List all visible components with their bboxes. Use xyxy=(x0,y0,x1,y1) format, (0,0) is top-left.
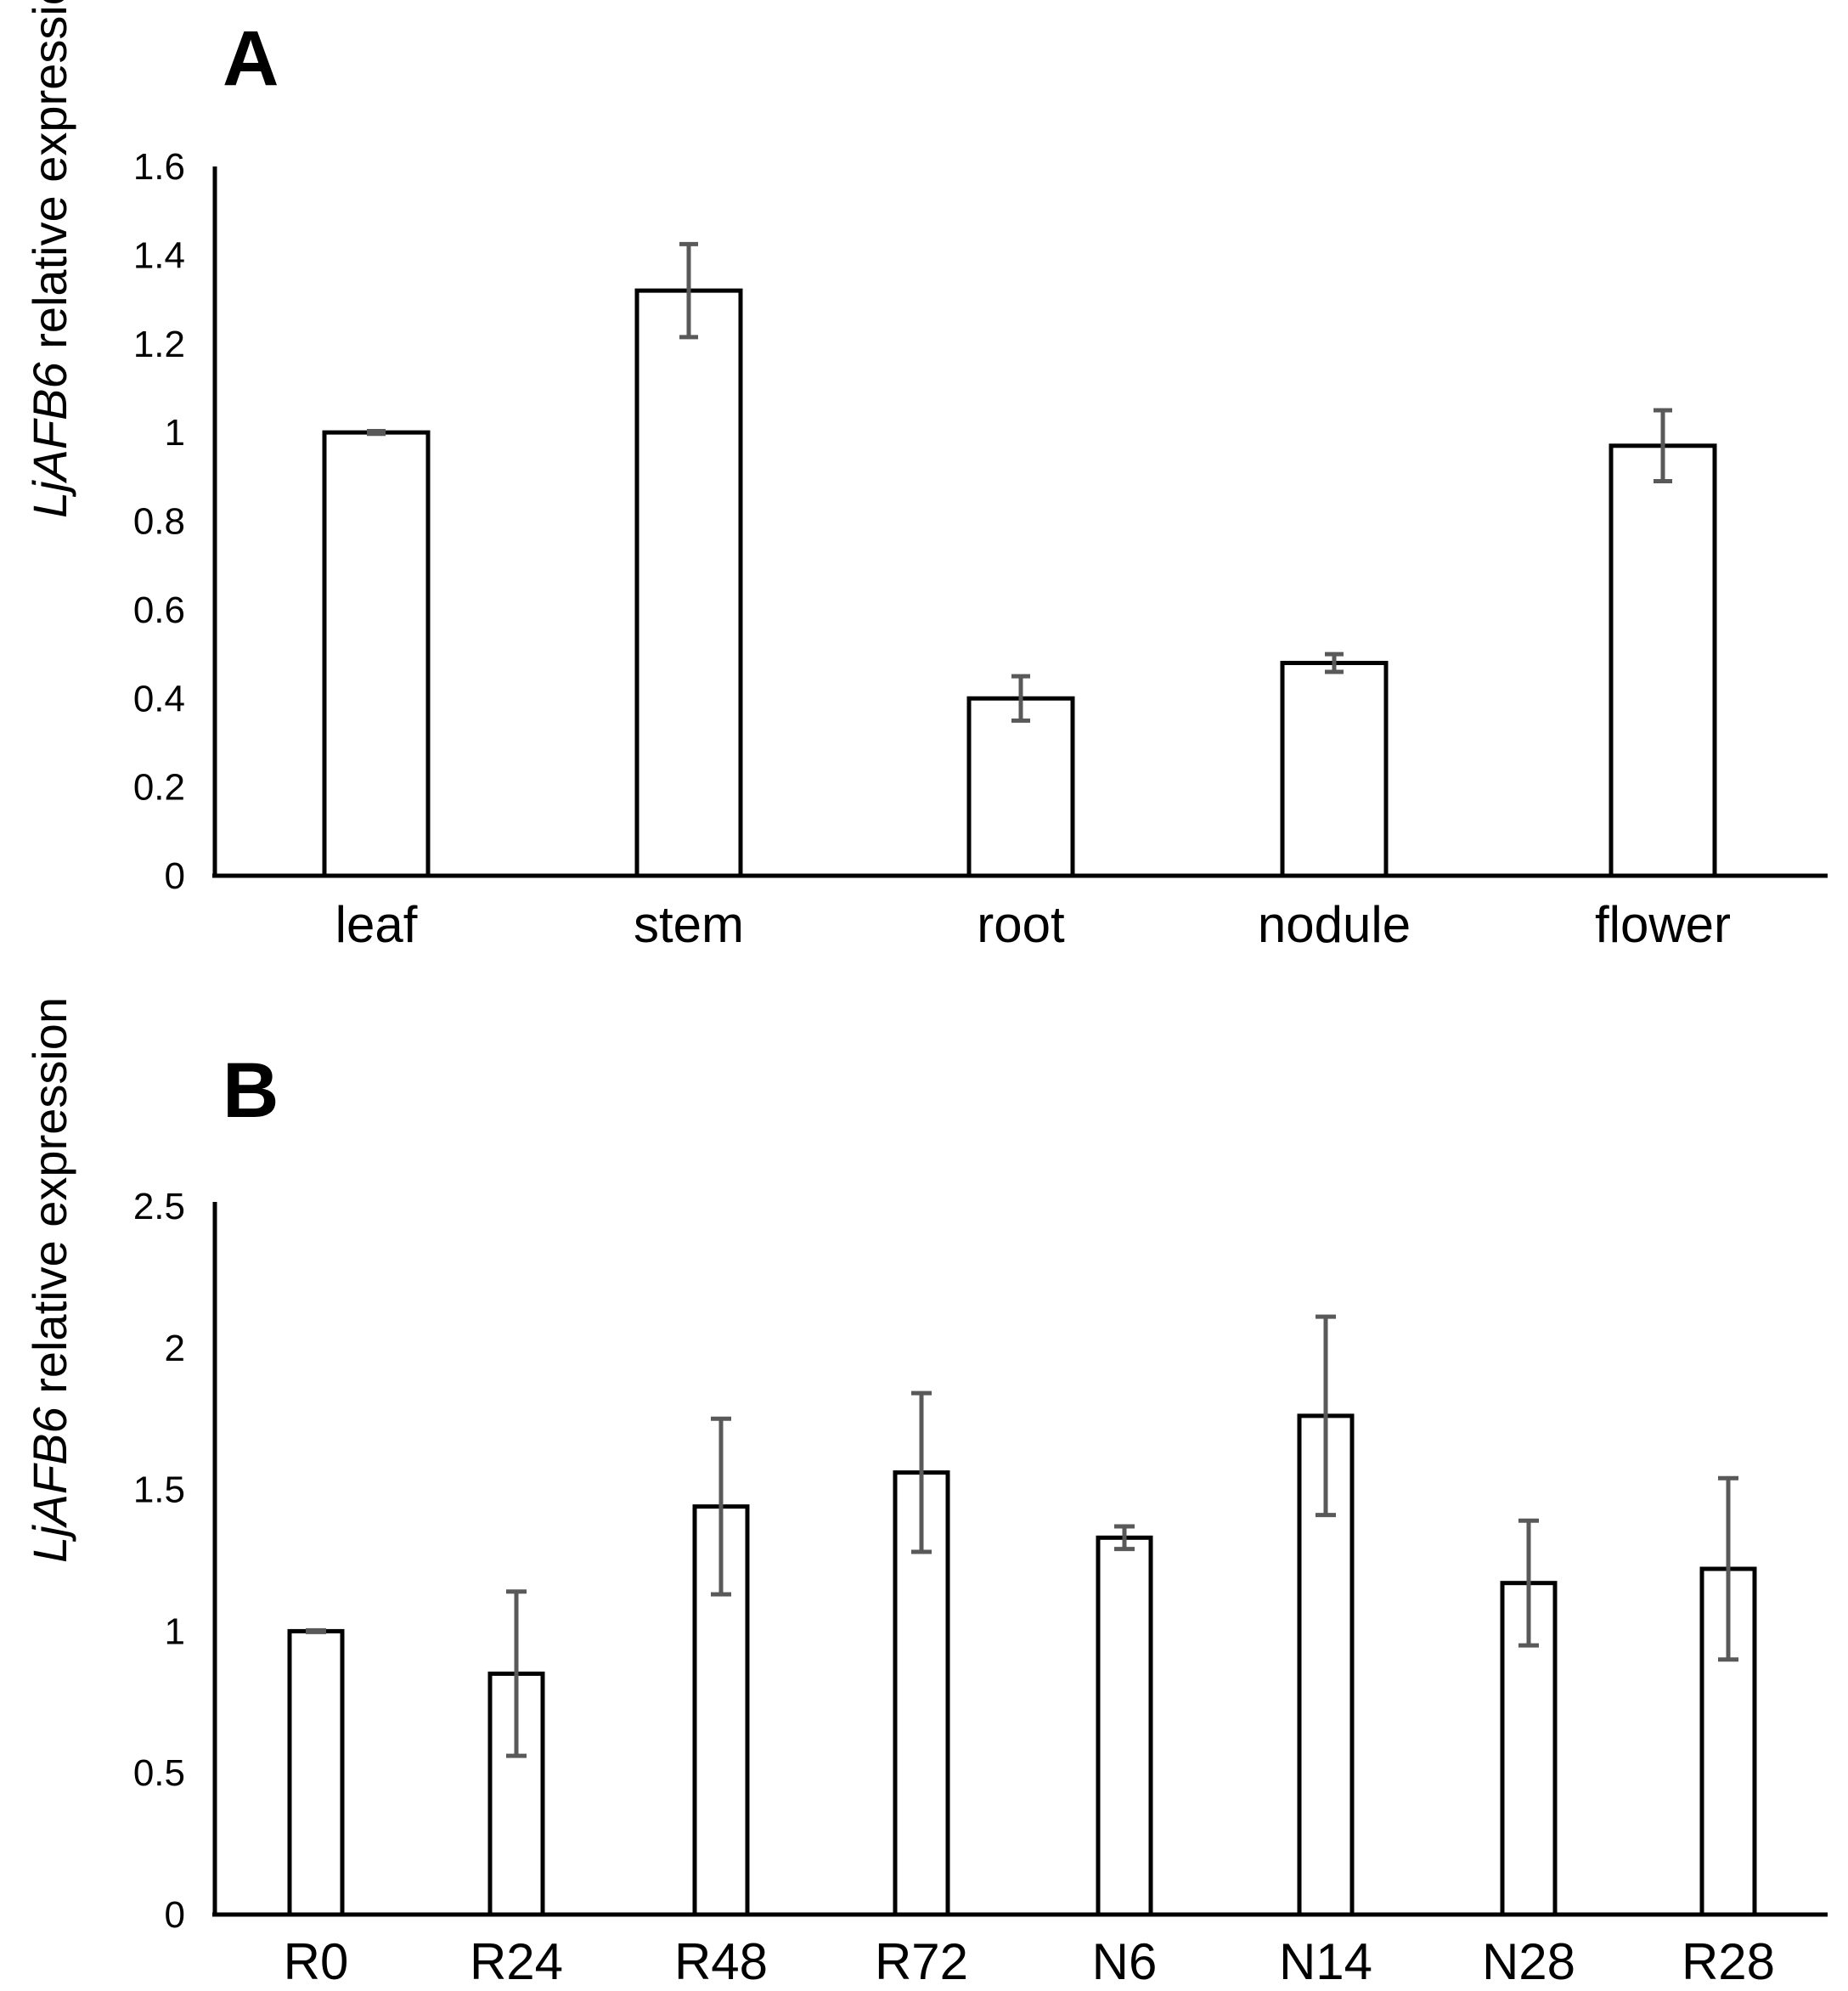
panel-a-x-label-stem: stem xyxy=(634,896,744,953)
panel-b-bar-R48 xyxy=(692,1504,750,1917)
panel-a-error-bar-nodule xyxy=(1325,651,1344,674)
panel-b-x-label-R28: R28 xyxy=(1682,1933,1775,1990)
panel-a-y-tick-label: 1.4 xyxy=(133,234,185,276)
panel-a-bar-root xyxy=(966,696,1075,878)
panel-a-y-tick-label: 1.2 xyxy=(133,324,185,365)
panel-b-x-label-R48: R48 xyxy=(674,1933,768,1990)
panel-b-x-label-R0: R0 xyxy=(284,1933,349,1990)
panel-b-y-tick-label: 0.5 xyxy=(133,1752,185,1794)
panel-b-y-axis-label-gene: LjAFB6 xyxy=(23,1407,76,1563)
panel-b-error-bar-R0 xyxy=(306,1627,326,1634)
panel-a-letter: A xyxy=(223,15,279,102)
panel-b-error-bar-N6 xyxy=(1114,1524,1135,1552)
panel-b-bars xyxy=(287,1413,1757,1917)
panel-a-error-bars xyxy=(367,241,1672,723)
panel-a-y-tick-label: 0.4 xyxy=(133,678,185,719)
panel-b-x-label-R24: R24 xyxy=(470,1933,563,1990)
panel-b-letter: B xyxy=(223,1047,279,1134)
panel-a-x-label-leaf: leaf xyxy=(335,896,418,953)
panel-a-error-bar-flower xyxy=(1654,408,1672,484)
panel-b-error-bar-R24 xyxy=(506,1589,527,1758)
panel-a-x-label-nodule: nodule xyxy=(1258,896,1411,953)
panel-a-y-tick-label: 0 xyxy=(165,855,185,897)
panel-a-bar-leaf xyxy=(322,430,431,878)
panel-a-x-label-flower: flower xyxy=(1595,896,1731,953)
panel-b-y-tick-label: 1 xyxy=(165,1610,185,1652)
panel-a-y-tick-label: 1.6 xyxy=(133,146,185,188)
panel-a-bar-stem xyxy=(634,288,743,878)
panel-a-x-labels: leaf stem root nodule flower xyxy=(335,896,1731,953)
panel-a-bar-flower xyxy=(1609,443,1717,878)
panel-a-y-axis-label: LjAFB6 relative expression xyxy=(23,0,76,518)
panel-a-x-label-root: root xyxy=(977,896,1065,953)
panel-a-error-bar-stem xyxy=(679,241,698,340)
panel-b-y-tick-label: 1.5 xyxy=(133,1469,185,1511)
panel-a-y-tick-label: 1 xyxy=(165,412,185,454)
panel-b-x-labels: R0 R24 R48 R72 N6 N14 N28 R28 xyxy=(284,1933,1775,1990)
panel-b-y-tick-label: 2 xyxy=(165,1328,185,1369)
panel-b-x-label-N6: N6 xyxy=(1092,1933,1158,1990)
panel-b-error-bar-R28 xyxy=(1718,1475,1738,1662)
panel-b-y-tick-label: 0 xyxy=(165,1894,185,1936)
panel-a-bar-nodule xyxy=(1280,661,1389,878)
panel-b-error-bar-N28 xyxy=(1518,1518,1539,1648)
panel-b-bar-R0 xyxy=(287,1628,345,1917)
panel-a-error-bar-root xyxy=(1011,674,1030,723)
panel-b-x-label-R72: R72 xyxy=(875,1933,968,1990)
panel-b-y-ticks: 0 0.5 1 1.5 2 2.5 xyxy=(133,1186,185,1936)
panel-b-error-bar-R72 xyxy=(911,1390,932,1554)
panel-b-y-axis-label: LjAFB6 relative expression xyxy=(23,997,76,1563)
panel-b-y-axis-label-text: relative expression xyxy=(23,997,76,1407)
panel-b-x-label-N14: N14 xyxy=(1279,1933,1372,1990)
panel-b-bar-N6 xyxy=(1096,1535,1153,1917)
panel-b-error-bar-R48 xyxy=(711,1416,731,1597)
panel-a-error-bar-leaf xyxy=(367,429,386,437)
panel-a-y-axis-label-gene: LjAFB6 xyxy=(23,362,76,518)
panel-a-y-tick-label: 0.6 xyxy=(133,589,185,631)
panel-a-y-ticks: 0 0.2 0.4 0.6 0.8 1 1.2 1.4 1.6 xyxy=(133,146,185,897)
panel-a: A LjAFB6 relative expression 00.20.40.60… xyxy=(23,0,1828,953)
panel-b-error-bar-N14 xyxy=(1316,1314,1336,1518)
panel-b-y-tick-label: 2.5 xyxy=(133,1186,185,1227)
panel-b-x-label-N28: N28 xyxy=(1482,1933,1575,1990)
panel-a-bars xyxy=(322,288,1717,878)
panel-a-y-axis-label-text: relative expression xyxy=(23,0,76,362)
panel-b-error-bars xyxy=(306,1314,1738,1758)
panel-a-y-tick-label: 0.8 xyxy=(133,501,185,543)
panel-b: B LjAFB6 relative expression 0 0.5 1 1.5 2 2.… xyxy=(23,997,1828,1990)
panel-a-y-tick-label: 0.2 xyxy=(133,767,185,809)
